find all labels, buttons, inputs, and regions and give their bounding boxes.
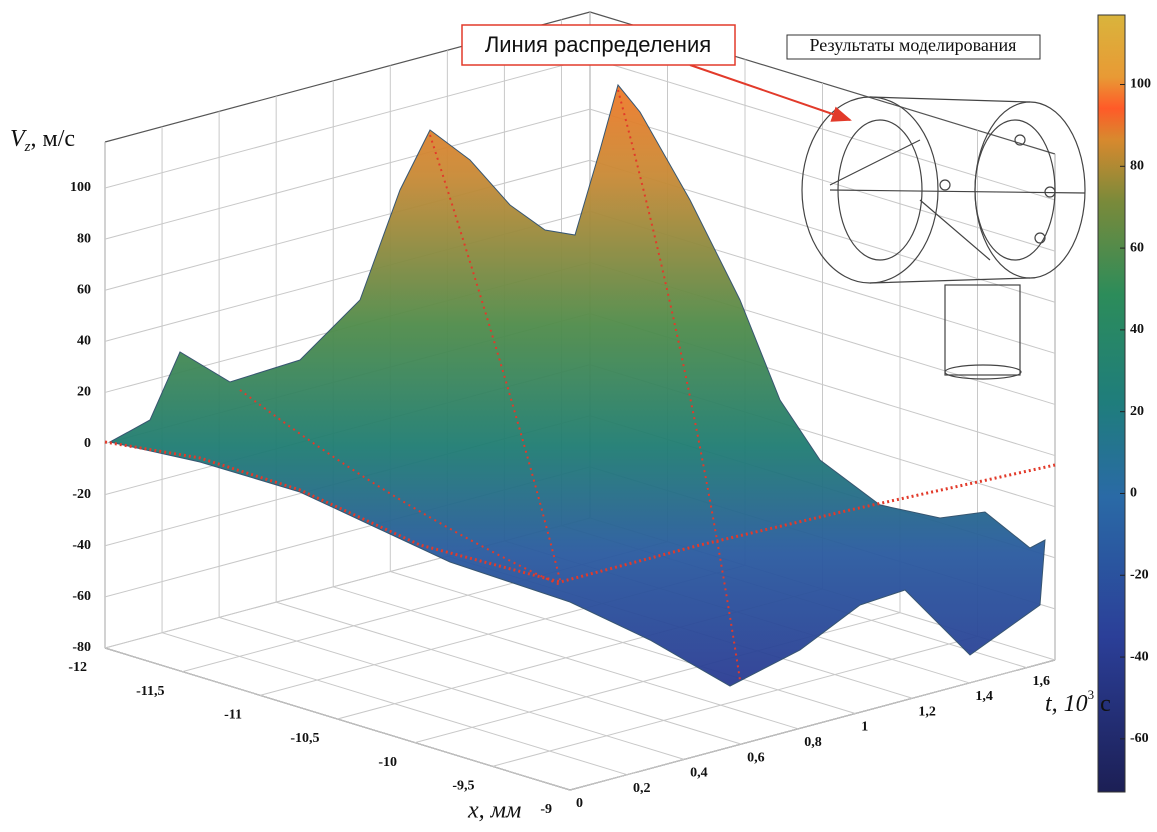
t-label-symbol: t, 10 [1045,691,1088,717]
grid-line [492,635,978,767]
colorbar-tick-label: 40 [1130,322,1144,337]
t-label-unit: с [1094,691,1111,717]
z-tick-label: -60 [72,589,91,604]
colorbar-tick-label: 20 [1130,404,1144,419]
surface [104,83,1056,687]
z-tick-label: 60 [77,282,91,297]
grid-line [104,108,591,240]
x-tick-label: -11 [224,708,242,723]
model-diagram [801,96,1086,380]
grid-line [104,57,591,189]
z-tick-label: 20 [77,385,91,400]
annotation-box [786,34,1041,60]
colorbar-tick-label: 100 [1130,77,1151,92]
z-tick-label: -20 [72,487,91,502]
colorbar [1097,14,1126,793]
annotation-box [461,24,736,66]
t-tick-label: 0 [576,796,583,811]
grid-line [390,571,856,715]
z-tick-label: 0 [84,436,91,451]
grid-line [569,659,1056,791]
z-label-symbol: V [10,126,27,152]
t-tick-label: 0,2 [633,781,651,796]
t-axis-label: t, 103 с [1045,687,1111,717]
t-label-power: 3 [1088,687,1095,702]
grid-line [333,586,799,730]
t-tick-label: 1,6 [1032,674,1050,689]
grid-line [276,601,742,745]
x-tick-label: -12 [68,660,87,675]
z-tick-label: -40 [72,538,91,553]
x-axis-label: x, мм [467,798,521,824]
colorbar-tick-label: 0 [1130,486,1137,501]
colorbar-tick-label: -40 [1130,649,1149,664]
x-tick-label: -9 [540,802,552,817]
colorbar-tick-label: 60 [1130,240,1144,255]
grid-line [104,159,591,291]
t-tick-label: 1,4 [975,689,993,704]
annotation: Результаты моделирования [810,35,1017,55]
z-tick-label: 100 [70,180,91,195]
x-tick-label: -9,5 [452,779,474,794]
grid-line [104,647,571,791]
x-tick-label: -10 [378,755,397,770]
x-tick-label: -10,5 [290,731,319,746]
z-tick-label: 80 [77,231,91,246]
annotation-arrow [689,64,852,122]
t-tick-label: 1,2 [918,704,936,719]
t-tick-label: 0,8 [804,735,822,750]
z-tick-label: 40 [77,334,91,349]
t-tick-label: 1 [861,720,868,735]
t-tick-label: 0,6 [747,750,765,765]
colorbar-tick-label: -20 [1130,567,1149,582]
grid-line [161,632,628,776]
grid-line [218,616,685,760]
annotation: Линия распределения [485,32,711,57]
z-tick-label: -80 [72,640,91,655]
colorbar-tick-label: 80 [1130,159,1144,174]
z-label-unit: , м/с [31,126,76,152]
t-tick-label: 0,4 [690,766,708,781]
colorbar-tick-label: -60 [1130,731,1149,746]
z-label-subscript: z [24,139,31,155]
z-axis-label: Vz, м/с [10,126,75,156]
x-tick-label: -11,5 [136,684,164,699]
